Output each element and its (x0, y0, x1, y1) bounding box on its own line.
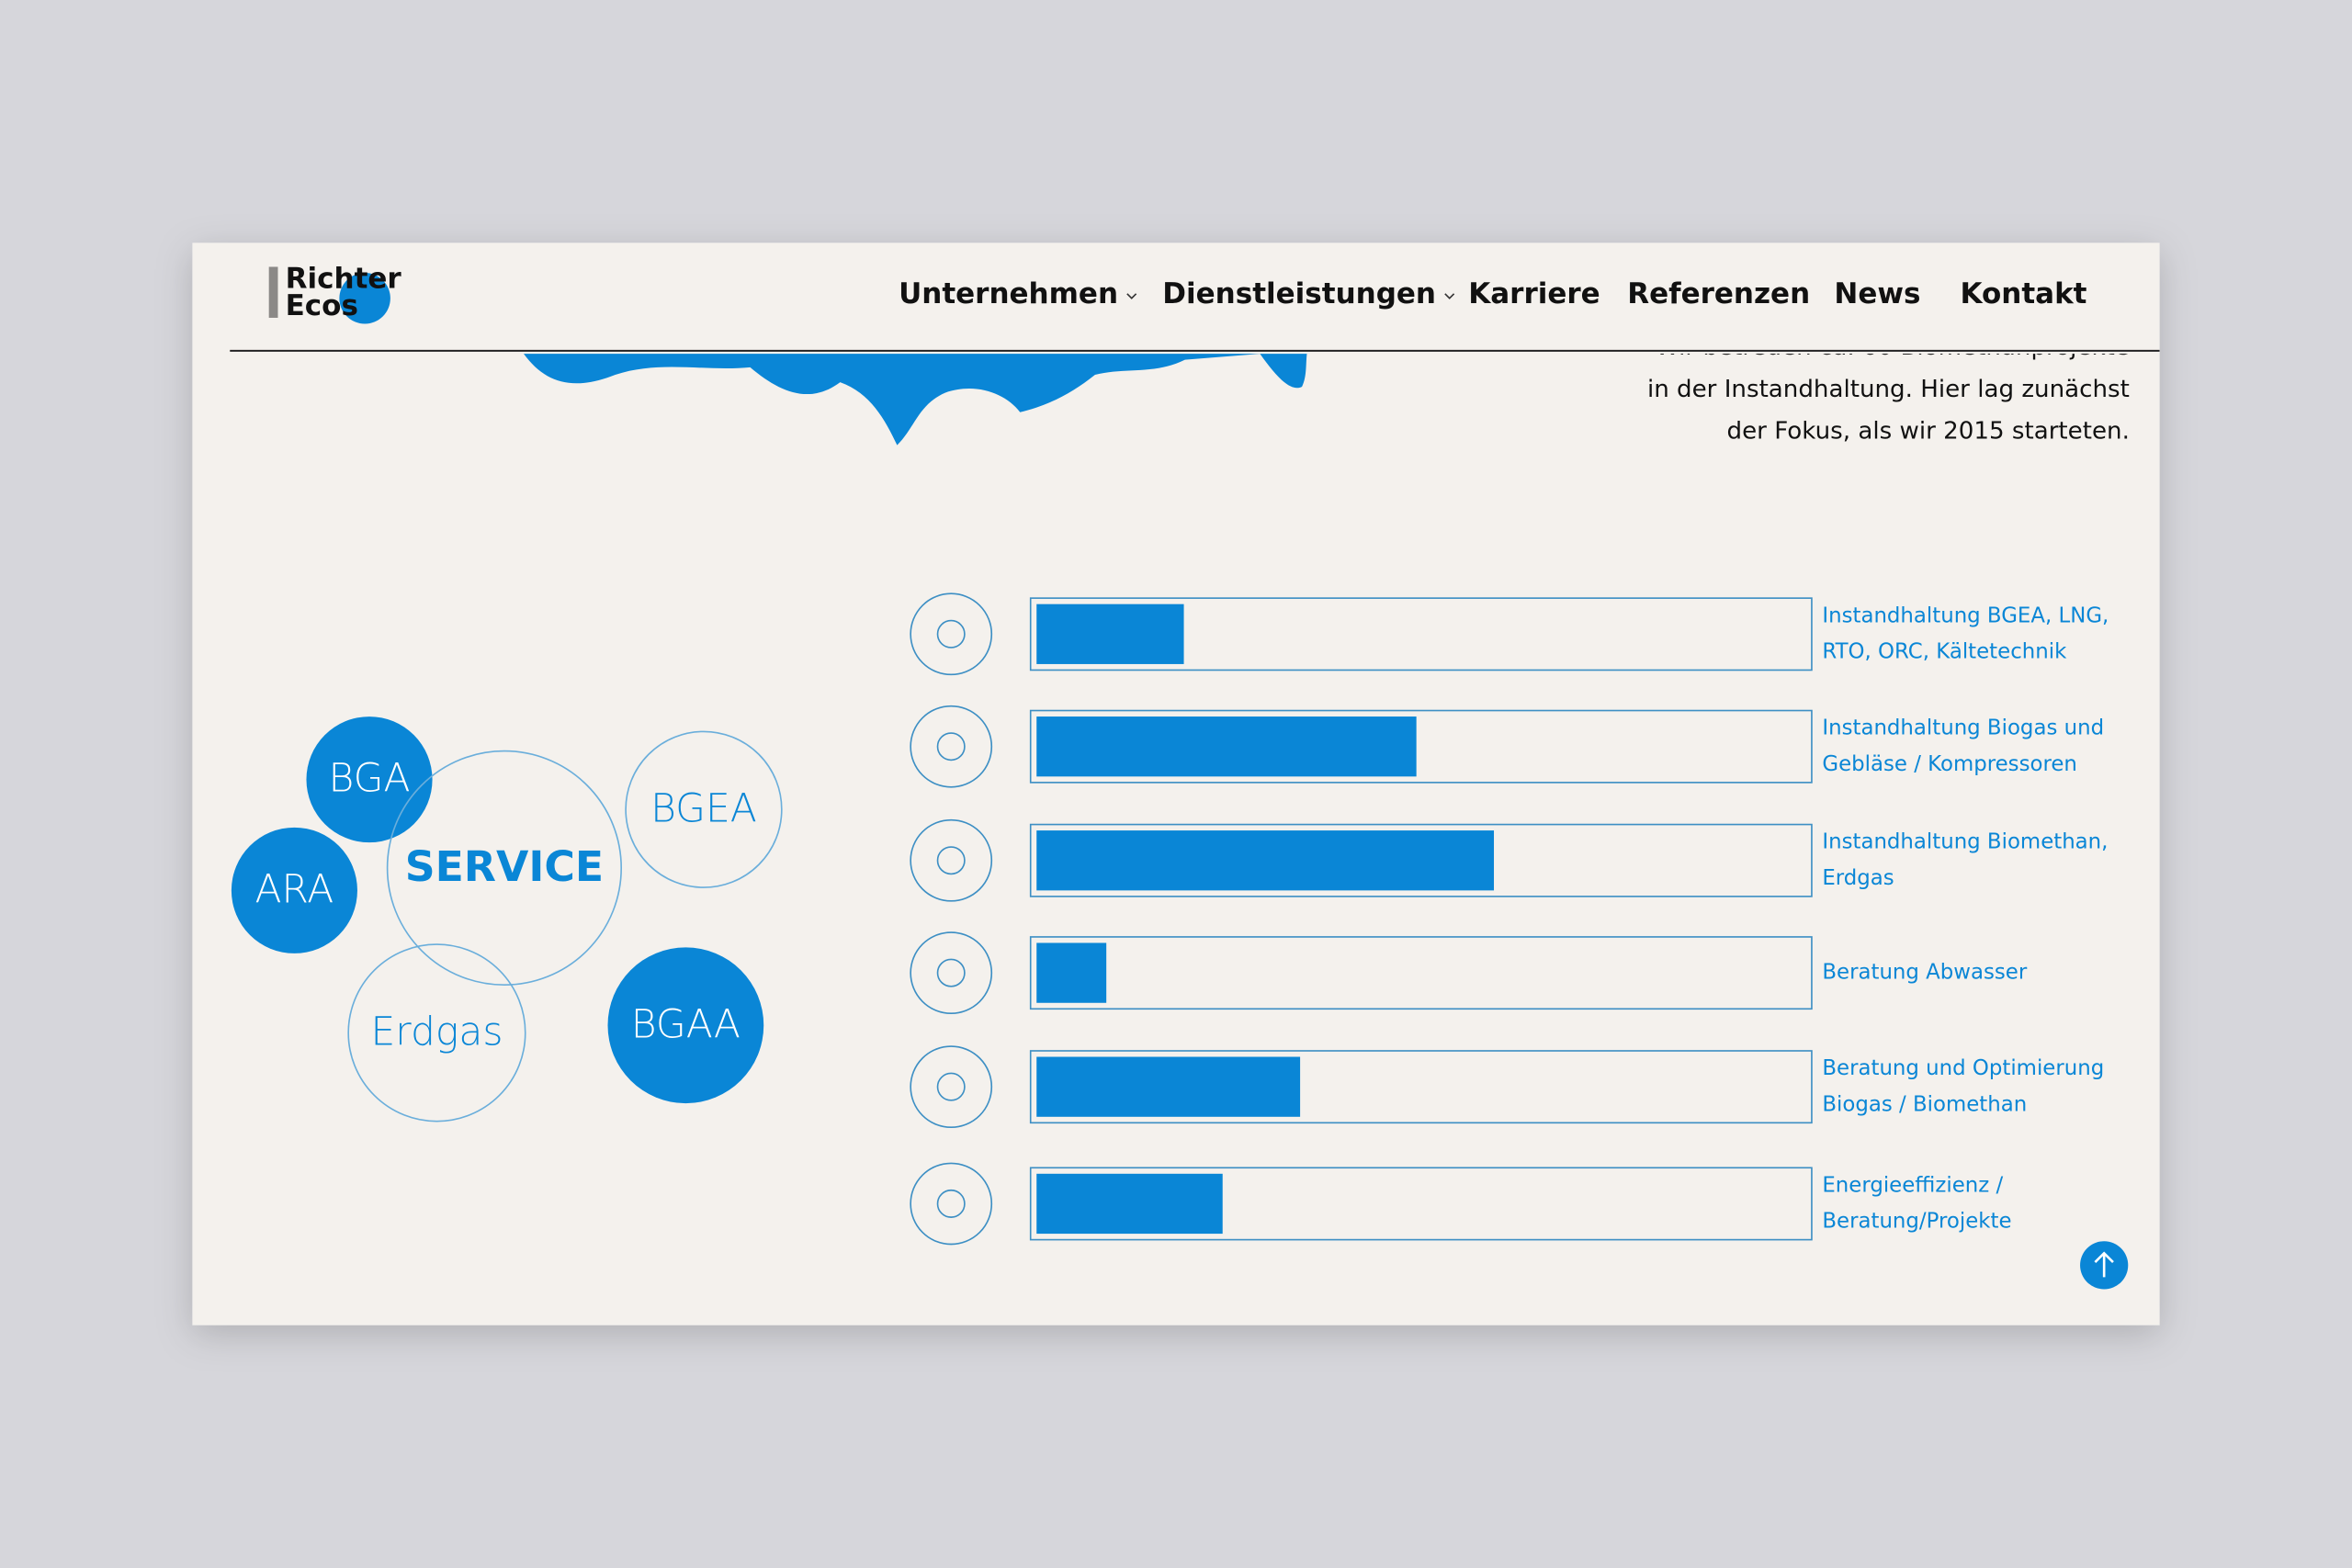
nav-link[interactable]: Karriere (1468, 277, 1600, 310)
icon-detail (936, 732, 966, 761)
bar (1036, 1173, 1223, 1235)
bubble-label: ARA (255, 867, 334, 912)
bubble-label: BGA (329, 757, 411, 802)
bar-frame (1029, 597, 1813, 671)
logo-mark (268, 266, 278, 318)
nav-link[interactable]: News (1834, 277, 1920, 310)
web-page (192, 243, 2160, 1325)
nav-link[interactable]: Kontakt (1961, 277, 2087, 310)
bar-label: Energieeffizienz / Beratung/Projekte (1822, 1173, 2012, 1235)
bar-chart: Instandhaltung BGEA, LNG, RTO, ORC, Kält… (910, 592, 2109, 1246)
icon-detail (936, 958, 966, 987)
logo[interactable]: Richter Ecos (268, 263, 402, 324)
intro-line: in der Instandhaltung. Hier lag zunächst (1647, 376, 2130, 403)
bar-frame (1029, 936, 1813, 1010)
chevron (1444, 293, 1455, 299)
bar (1036, 830, 1495, 891)
bubble (386, 750, 623, 986)
intro-line: Wir betreuen ca. 60 Biomethanprojekte (1656, 333, 2130, 361)
bar-label: Instandhaltung Biogas und Gebläse / Komp… (1822, 716, 2105, 777)
nav-link[interactable]: Unternehmen (899, 277, 1118, 310)
water-blob (524, 354, 1307, 446)
bar-label-box: Instandhaltung Biogas und Gebläse / Komp… (1822, 716, 2105, 777)
icon (910, 705, 993, 788)
bar-label: Instandhaltung Biomethan, Erdgas (1822, 830, 2109, 891)
scroll-top-button[interactable] (2080, 1241, 2129, 1290)
nav-link[interactable]: Referenzen (1627, 277, 1810, 310)
icon (910, 818, 993, 902)
bubble (625, 730, 783, 888)
bar-label-box: Energieeffizienz / Beratung/Projekte (1822, 1173, 2012, 1235)
bar-frame (1029, 1050, 1813, 1124)
bar-label-box: Instandhaltung BGEA, LNG, RTO, ORC, Kält… (1822, 604, 2109, 664)
arrow-icon (2094, 1251, 2114, 1278)
bar-label-box: Beratung Abwasser (1822, 961, 2028, 986)
logo-text: Richter (286, 263, 402, 296)
bubble-label: BGEA (650, 786, 757, 831)
bubble (306, 716, 433, 843)
bubble (347, 943, 526, 1122)
bar-label: Beratung Abwasser (1822, 961, 2028, 986)
icon-detail (936, 846, 966, 875)
bubble-label: Erdgas (370, 1010, 503, 1055)
icon (910, 592, 993, 676)
bar (1036, 716, 1417, 777)
icon-detail (936, 1072, 966, 1101)
bar-frame (1029, 1167, 1813, 1241)
bar-label-box: Instandhaltung Biomethan, Erdgas (1822, 830, 2109, 891)
nav-link[interactable]: Dienstleistungen (1162, 277, 1436, 310)
logo-text: Ecos (286, 289, 358, 322)
icon (910, 1045, 993, 1129)
bar-label: Beratung und Optimierung Biogas / Biomet… (1822, 1056, 2105, 1117)
bar-frame (1029, 709, 1813, 784)
navigation: Unternehmen Dienstleistungen Karriere Refer… (899, 277, 2087, 310)
intro-line: der Fokus, als wir 2015 starteten. (1727, 417, 2130, 445)
intro-text: Wir betreuen ca. 60 Biomethanprojekte in … (1647, 333, 2130, 445)
icon-detail (936, 619, 966, 649)
bar-label: Instandhaltung BGEA, LNG, RTO, ORC, Kält… (1822, 604, 2109, 664)
service-bubbles: BGA SERVICE BGEA ARA Erdgas BGAA (231, 716, 783, 1122)
bubble-label: SERVICE (405, 842, 604, 891)
bubble-label: BGAA (631, 1002, 741, 1047)
bar (1036, 942, 1107, 1003)
bubble (607, 947, 764, 1104)
icon-detail (936, 1189, 966, 1218)
bar-label-box: Beratung und Optimierung Biogas / Biomet… (1822, 1056, 2105, 1117)
chevron (1126, 293, 1137, 299)
bubble (231, 827, 357, 953)
bar-frame (1029, 823, 1813, 897)
bar (1036, 1056, 1301, 1117)
icon (910, 1162, 993, 1246)
bar (1036, 604, 1184, 664)
icon (910, 931, 993, 1015)
logo-dot (339, 273, 390, 324)
